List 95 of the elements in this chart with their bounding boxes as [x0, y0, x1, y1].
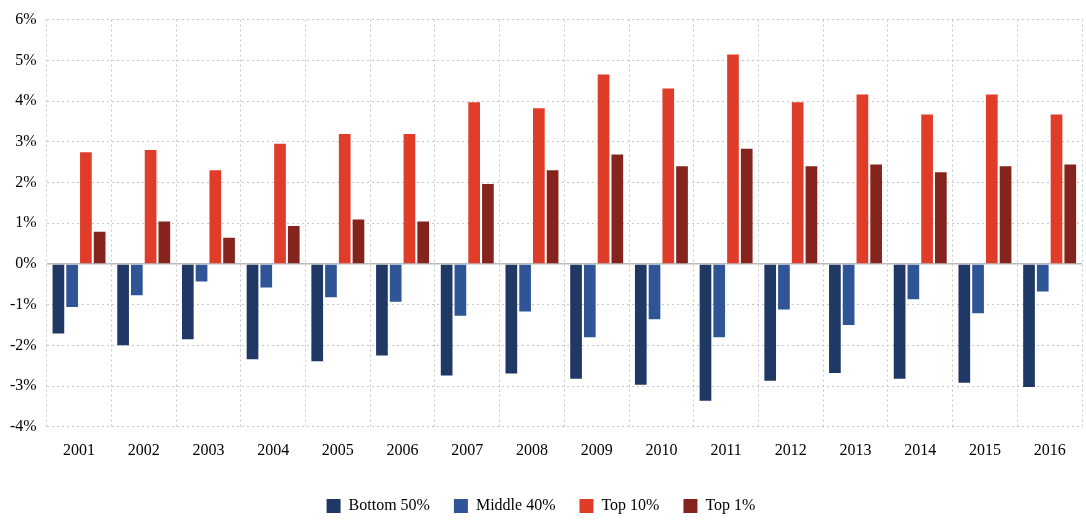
bar [66, 264, 78, 308]
bar [181, 264, 194, 340]
bar [907, 264, 920, 300]
bar [246, 264, 259, 360]
bar [570, 264, 582, 379]
bar [856, 94, 869, 264]
bar [80, 152, 92, 264]
bar [842, 264, 855, 325]
bar [376, 264, 388, 356]
bar [519, 264, 531, 312]
bar [440, 264, 453, 376]
y-tick-label: -1% [10, 294, 37, 312]
x-tick-label: 2003 [192, 440, 225, 458]
bar [468, 102, 480, 264]
legend-label: Top 10% [601, 496, 660, 515]
y-tick-label: 3% [15, 131, 37, 149]
bar [403, 134, 416, 264]
bar [999, 166, 1012, 264]
bar [727, 54, 739, 264]
bar [958, 264, 971, 383]
bar [533, 108, 545, 264]
bar [778, 264, 790, 310]
legend-label: Middle 40% [475, 496, 556, 514]
legend-label: Top 1% [705, 496, 756, 515]
bar [546, 170, 559, 264]
bar [935, 172, 947, 264]
y-tick-label: 2% [15, 172, 37, 190]
bar [274, 143, 286, 264]
y-tick-label: 4% [15, 91, 37, 109]
bar [352, 219, 365, 264]
x-tick-label: 2006 [386, 440, 419, 458]
bar [93, 231, 106, 264]
x-tick-label: 2007 [451, 440, 484, 458]
x-tick-label: 2016 [1033, 440, 1066, 458]
bar [223, 237, 235, 264]
bar [921, 114, 933, 264]
bar [985, 94, 998, 264]
x-tick-label: 2008 [515, 440, 548, 458]
bar [417, 221, 430, 264]
y-tick-label: -2% [10, 335, 37, 353]
bar [1023, 264, 1035, 387]
bar [662, 88, 675, 264]
bar [699, 264, 712, 401]
bar [740, 148, 753, 264]
bar [1036, 264, 1049, 292]
y-tick-label: 0% [15, 254, 37, 272]
bar [791, 102, 804, 264]
y-tick-label: 6% [15, 9, 37, 27]
x-tick-label: 2015 [968, 440, 1001, 458]
bar [454, 264, 467, 316]
bar [325, 264, 337, 298]
bar [338, 134, 351, 264]
bar [195, 264, 208, 282]
bar [870, 164, 882, 264]
bar [287, 226, 300, 264]
bar [597, 74, 610, 264]
bar [1064, 164, 1077, 264]
x-tick-label: 2004 [257, 440, 290, 458]
bar [611, 154, 624, 264]
bar [482, 184, 494, 264]
x-tick-label: 2001 [63, 440, 96, 458]
x-tick-label: 2010 [645, 440, 678, 458]
bar [713, 264, 726, 338]
x-tick-label: 2011 [710, 440, 742, 458]
y-tick-label: -3% [10, 376, 37, 394]
x-tick-label: 2005 [321, 440, 354, 458]
bar [893, 264, 906, 379]
y-tick-label: 5% [15, 50, 37, 68]
bar [764, 264, 777, 381]
x-tick-label: 2013 [839, 440, 872, 458]
bar [311, 264, 324, 362]
x-tick-label: 2014 [904, 440, 937, 458]
bar [1050, 114, 1063, 264]
bar [972, 264, 984, 314]
bar [389, 264, 402, 302]
bar [158, 221, 171, 264]
bar [648, 264, 661, 320]
bar [131, 264, 143, 296]
bar [829, 264, 841, 374]
legend-label: Bottom 50% [348, 496, 430, 514]
bar [634, 264, 647, 385]
bar [209, 170, 222, 264]
y-tick-label: -4% [10, 417, 37, 434]
bar [505, 264, 518, 374]
bar [676, 166, 688, 264]
bar [117, 264, 129, 346]
bar [52, 264, 65, 334]
x-tick-label: 2012 [774, 440, 807, 458]
y-tick-label: 1% [15, 213, 37, 231]
bar [583, 264, 596, 338]
bar [144, 149, 157, 264]
bar [260, 264, 273, 288]
x-tick-label: 2002 [127, 440, 160, 458]
x-tick-label: 2009 [580, 440, 613, 458]
bar [805, 166, 818, 264]
